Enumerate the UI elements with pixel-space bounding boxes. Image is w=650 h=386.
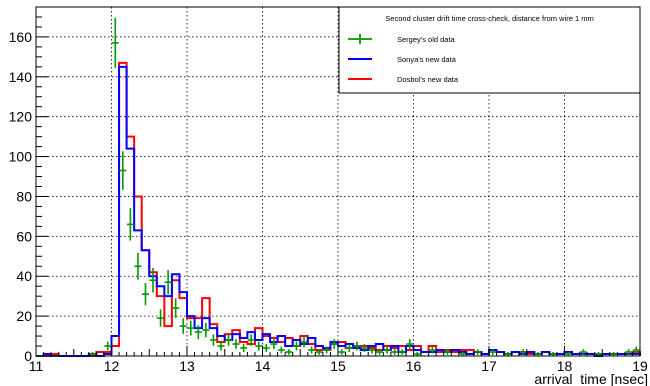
data-point [209,334,217,346]
data-point [292,341,300,351]
x-tick-label: 17 [481,358,497,374]
legend-entry-sonya-s-new-data: Sonya's new data [348,55,457,64]
data-point [111,17,119,68]
data-point [345,344,353,353]
x-tick-label: 15 [330,358,346,374]
data-point [474,349,482,355]
x-tick-label: 18 [557,358,573,374]
y-tick-label: 20 [16,308,32,324]
x-tick-label: 16 [406,358,422,374]
data-point [141,283,149,306]
data-point [413,352,421,356]
data-point [172,298,180,318]
y-tick-label: 100 [9,149,33,165]
x-tick-label: 13 [179,358,195,374]
legend-box [338,6,641,94]
y-tick-label: 160 [9,29,33,45]
data-point [368,346,376,354]
y-tick-label: 0 [24,348,32,364]
data-point [285,349,293,355]
data-point [240,344,248,353]
y-tick-label: 120 [9,109,33,125]
data-point [489,349,497,355]
axis-ticks [35,6,641,357]
data-point [519,349,527,355]
x-tick-label: 12 [104,358,120,374]
data-point [391,349,399,355]
data-point [360,344,368,353]
data-point [134,252,142,280]
data-point [564,352,572,356]
tick-labels: 11 12 13 14 15 16 17 18 19 0 20 40 60 80 100 120 140 160 [9,29,648,374]
legend-label: Sergey's old data [397,35,456,44]
data-point [194,325,202,339]
data-point [459,352,467,356]
series-layer [36,17,641,357]
data-point [232,339,240,349]
data-point [225,334,233,346]
legend-entries: Sergey's old data Sonya's new data Dosbol'… [348,34,459,84]
data-point [632,346,640,354]
data-point [149,267,157,293]
series-sergey-old-data-points [36,17,640,357]
data-point [126,208,134,241]
data-point [202,322,210,338]
legend-entry-dosbol-s-new-data: Dosbol's new data [348,75,459,84]
data-point [443,349,451,355]
legend-label: Sonya's new data [397,55,457,64]
data-point [104,341,112,351]
data-point [179,318,187,334]
legend-title: Second cluster drift time cross-check, d… [385,14,593,23]
data-point [610,352,618,356]
data-point [579,349,587,355]
data-point [376,349,384,355]
data-point [594,352,602,356]
legend: Second cluster drift time cross-check, d… [338,6,641,94]
data-point [247,334,255,346]
data-point [187,320,195,336]
data-point [353,341,361,351]
data-point [330,339,338,349]
legend-label: Dosbol's new data [397,75,459,84]
data-point [406,339,414,349]
data-point [157,309,165,327]
data-point [270,339,278,349]
x-tick-label: 19 [632,358,648,374]
data-point [89,352,97,356]
legend-entry-sergey-s-old-data: Sergey's old data [348,34,456,44]
x-tick-label: 14 [255,358,271,374]
data-point [119,151,127,190]
data-point [534,352,542,356]
data-point [338,349,346,355]
data-point [428,346,436,354]
data-point [300,336,308,348]
x-tick-label: 11 [29,358,44,374]
data-point [504,352,512,356]
data-point [217,341,225,351]
data-point [383,346,391,354]
data-point [277,346,285,354]
series-sonya-s-new-data-histogram [36,65,641,357]
data-point [323,346,331,354]
y-tick-label: 140 [9,69,33,85]
x-axis-label: arrival_time [nsec] [534,371,648,386]
data-point [549,352,557,356]
data-point [164,270,172,295]
data-point [262,344,270,353]
y-tick-label: 80 [16,188,32,204]
data-point [315,349,323,355]
data-point [308,346,316,354]
data-point [625,349,633,355]
data-point [398,349,406,355]
data-point [255,341,263,351]
y-tick-label: 60 [16,228,32,244]
y-tick-label: 40 [16,268,32,284]
